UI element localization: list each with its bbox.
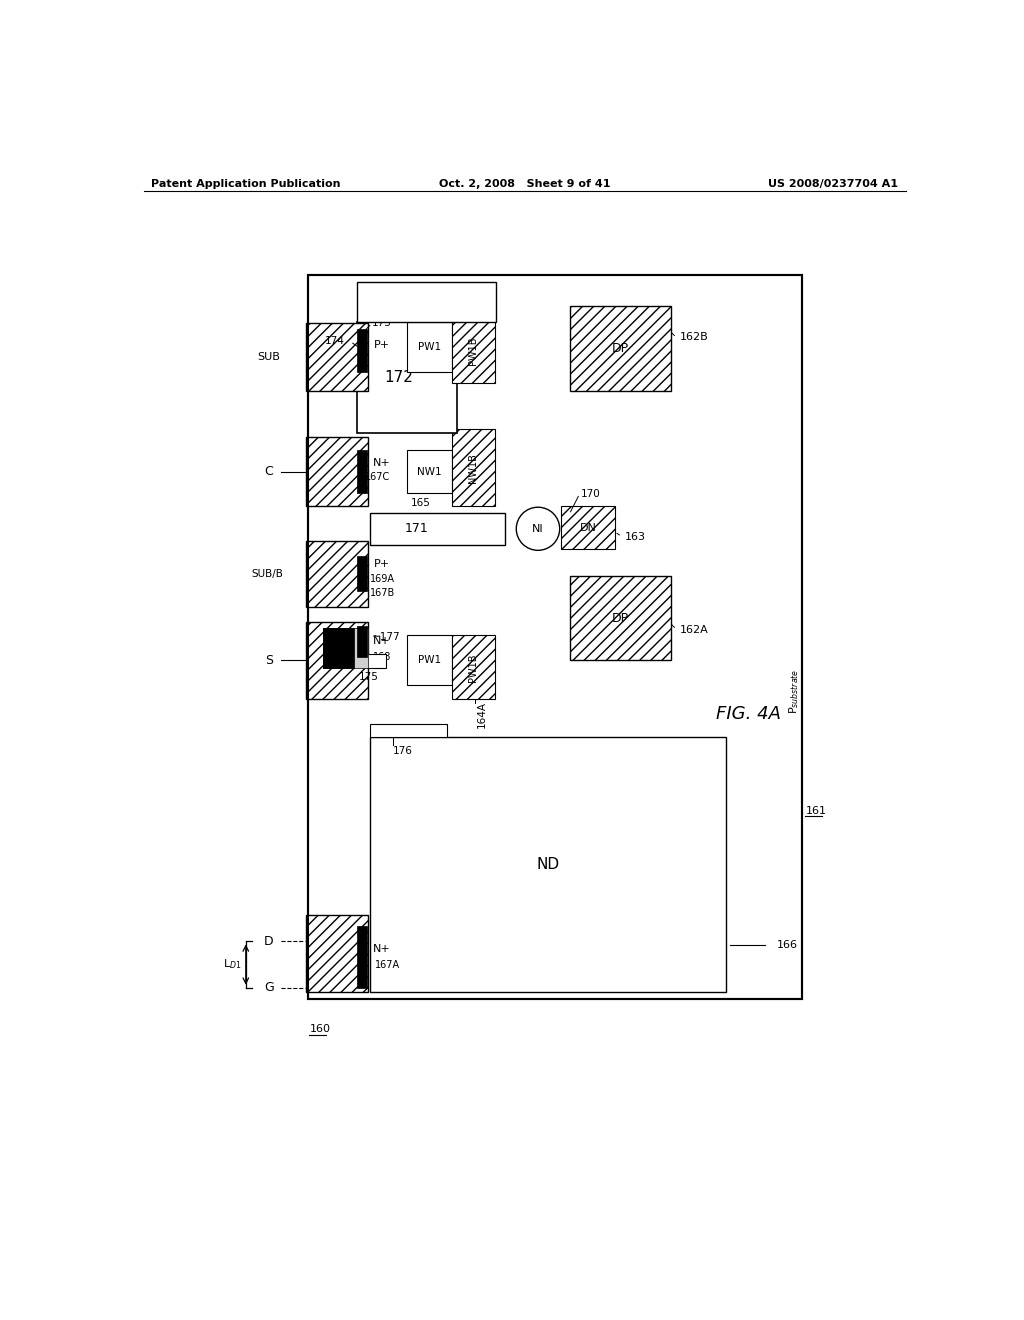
Text: D: D — [264, 935, 273, 948]
Text: 168: 168 — [373, 652, 391, 661]
Text: 172: 172 — [385, 371, 414, 385]
Bar — [356, 281, 496, 322]
Bar — [356, 322, 458, 433]
Bar — [308, 276, 802, 999]
Text: SUB/B: SUB/B — [252, 569, 284, 579]
Bar — [370, 512, 506, 545]
Text: PW1B: PW1B — [468, 653, 478, 681]
Text: 164A: 164A — [477, 701, 486, 727]
Bar — [561, 507, 615, 549]
Text: 167C: 167C — [365, 473, 390, 482]
Bar — [324, 628, 334, 668]
Text: L$_{D1}$: L$_{D1}$ — [222, 958, 241, 972]
Text: DP: DP — [611, 342, 629, 355]
Bar — [370, 738, 726, 991]
Text: G: G — [264, 981, 274, 994]
Text: N+: N+ — [374, 458, 391, 467]
Text: C: C — [264, 465, 273, 478]
Text: 163: 163 — [625, 532, 646, 543]
Bar — [407, 322, 452, 372]
Bar — [306, 323, 369, 391]
Text: US 2008/0237704 A1: US 2008/0237704 A1 — [768, 180, 898, 189]
Bar — [306, 541, 369, 607]
Text: NW1B: NW1B — [468, 453, 478, 483]
Bar — [452, 429, 495, 507]
Bar — [370, 723, 447, 738]
Text: ND: ND — [537, 857, 559, 873]
Bar — [407, 450, 452, 492]
Text: ~177: ~177 — [372, 632, 400, 643]
Text: DP: DP — [611, 611, 629, 624]
Text: Patent Application Publication: Patent Application Publication — [152, 180, 341, 189]
Bar — [356, 927, 368, 987]
Text: 166: 166 — [776, 940, 798, 950]
Text: NW1: NW1 — [417, 467, 441, 477]
Text: 169B: 169B — [463, 281, 472, 308]
Bar — [356, 557, 368, 591]
Text: PW1B: PW1B — [468, 337, 478, 366]
Bar — [356, 330, 368, 372]
Bar — [356, 450, 368, 492]
Text: 167A: 167A — [375, 960, 400, 970]
Text: 162B: 162B — [680, 333, 709, 342]
Text: DN: DN — [580, 523, 597, 533]
Bar — [452, 635, 495, 700]
Text: 171: 171 — [404, 523, 428, 536]
Text: 165: 165 — [411, 499, 431, 508]
Bar — [308, 276, 802, 999]
Bar — [452, 318, 495, 383]
Bar — [306, 622, 369, 700]
Text: 176: 176 — [393, 746, 413, 756]
Bar — [569, 306, 671, 391]
Text: 173: 173 — [372, 318, 392, 329]
Bar — [407, 635, 452, 685]
Text: SUB: SUB — [258, 352, 281, 362]
Text: PW1: PW1 — [418, 342, 441, 352]
Text: P+: P+ — [374, 339, 390, 350]
Bar — [306, 915, 369, 991]
Bar — [356, 626, 368, 656]
Text: PW1: PW1 — [418, 656, 441, 665]
Bar — [569, 576, 671, 660]
Text: Oct. 2, 2008   Sheet 9 of 41: Oct. 2, 2008 Sheet 9 of 41 — [439, 180, 610, 189]
Text: 167B: 167B — [370, 587, 395, 598]
Bar — [324, 628, 369, 668]
Bar — [367, 655, 386, 668]
Text: 170: 170 — [581, 490, 600, 499]
Text: 164B: 164B — [476, 281, 486, 308]
Bar — [324, 628, 354, 668]
Text: 174: 174 — [326, 335, 345, 346]
Text: NI: NI — [532, 524, 544, 533]
Text: P$_{substrate}$: P$_{substrate}$ — [787, 669, 802, 714]
Text: S: S — [265, 653, 273, 667]
Text: 161: 161 — [806, 805, 827, 816]
Text: P+: P+ — [374, 560, 390, 569]
Text: 162A: 162A — [680, 624, 709, 635]
Text: 169A: 169A — [370, 574, 394, 583]
Text: N+: N+ — [374, 636, 391, 647]
Text: N+: N+ — [374, 944, 391, 954]
Bar — [306, 437, 369, 507]
Text: 160: 160 — [310, 1023, 331, 1034]
Text: FIG. 4A: FIG. 4A — [716, 705, 780, 723]
Text: 175: 175 — [359, 672, 379, 682]
